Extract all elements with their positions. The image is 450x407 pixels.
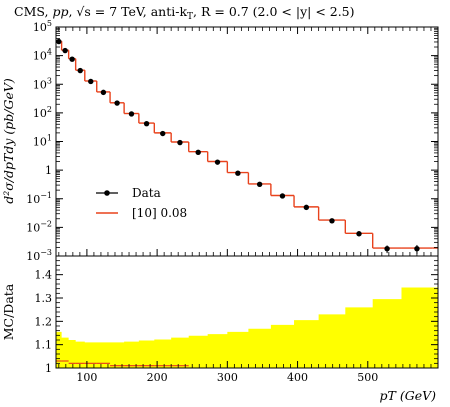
data-point-20 <box>414 245 420 252</box>
main-x-ticks <box>58 27 432 256</box>
ratio-y-tick-label: 1.3 <box>35 292 53 305</box>
ratio-y-tick-label: 1.4 <box>35 269 53 282</box>
main-y-tick-label: 1 <box>45 164 52 177</box>
main-y-tick-label: 101 <box>33 134 52 149</box>
data-point-17 <box>329 218 335 224</box>
ratio-y-tick-label: 1.1 <box>35 339 53 352</box>
x-axis-label: pT (GeV) <box>380 388 437 403</box>
x-tick-label: 300 <box>217 371 238 384</box>
main-y-tick-label: 105 <box>33 19 52 34</box>
y-axis-label: d²σ/dpTdy (pb/GeV) <box>1 78 16 204</box>
x-tick-label: 100 <box>76 371 97 384</box>
data-point-5 <box>100 89 107 96</box>
x-tick-label: 400 <box>287 371 308 384</box>
data-point-10 <box>177 139 183 146</box>
data-point-16 <box>303 204 310 211</box>
x-tick-label: 200 <box>147 371 168 384</box>
data-points-layer <box>56 38 420 255</box>
data-point-15 <box>279 193 286 199</box>
data-point-19 <box>384 245 390 252</box>
legend-data-label: Data <box>132 186 161 200</box>
data-point-18 <box>356 231 362 237</box>
data-point-2 <box>69 56 75 62</box>
ratio-y-tick-label: 1.2 <box>35 315 53 328</box>
data-point-0 <box>56 38 62 45</box>
ratio-uncertainty-band <box>56 287 438 368</box>
main-y-tick-label: 10−3 <box>26 248 52 263</box>
data-point-12 <box>214 159 221 165</box>
main-y-ticks: 105 104 103 102 101 1 10−1 10−2 10−3 <box>26 19 438 263</box>
data-point-9 <box>160 130 166 137</box>
data-point-13 <box>235 170 241 176</box>
legend: Data [10] 0.08 <box>96 186 187 220</box>
x-tick-label: 500 <box>357 371 378 384</box>
data-point-14 <box>256 181 263 187</box>
data-point-7 <box>128 111 135 117</box>
ratio-x-ticks: 100 200 300 400 500 <box>58 361 432 384</box>
data-point-11 <box>195 149 201 155</box>
data-point-3 <box>77 67 83 74</box>
main-y-tick-label: 104 <box>33 48 52 63</box>
ratio-frame <box>55 255 439 369</box>
main-frame <box>55 26 439 257</box>
main-y-tick-label: 102 <box>33 105 52 120</box>
legend-mc-label: [10] 0.08 <box>132 206 187 220</box>
ratio-band-layer <box>56 287 438 368</box>
ratio-panel: 1 1.1 1.2 1.3 1.4 100 200 300 400 500 MC/Data pT… <box>1 255 439 403</box>
data-point-6 <box>114 100 120 106</box>
legend-data-marker <box>104 190 110 196</box>
data-point-8 <box>143 120 150 127</box>
ratio-y-ticks: 1 1.1 1.2 1.3 1.4 <box>35 260 438 375</box>
main-y-tick-label: 10−1 <box>26 191 52 206</box>
chart-title: CMS, pp, √s = 7 TeV, anti-kT, R = 0.7 (2… <box>14 4 355 22</box>
spectrum-panel: 105 104 103 102 101 1 10−1 10−2 10−3 Data [10] 0… <box>1 19 439 263</box>
main-y-tick-label: 103 <box>33 76 52 91</box>
ratio-y-axis-label: MC/Data <box>1 283 16 340</box>
data-point-4 <box>88 78 94 85</box>
main-y-tick-label: 10−2 <box>26 219 52 234</box>
data-point-1 <box>62 47 68 54</box>
mc-histogram-layer <box>56 40 438 249</box>
ratio-y-tick-label: 1 <box>45 362 52 375</box>
